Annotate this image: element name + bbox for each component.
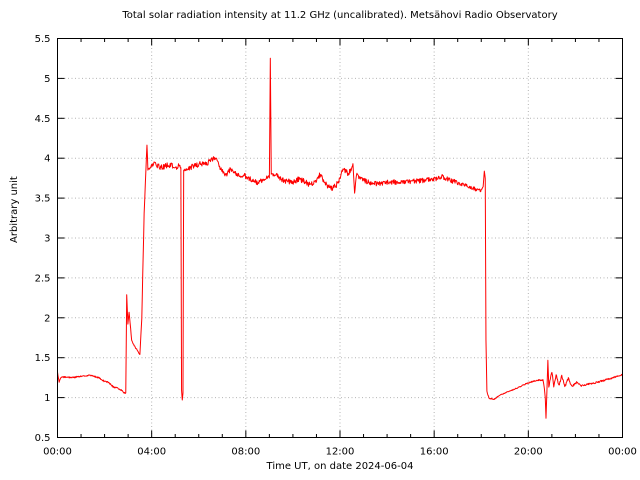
y-tick-label: 4.5 [35,114,51,125]
y-tick-label: 5.5 [35,34,51,45]
y-tick-label: 1 [44,393,50,404]
x-tick-label: 00:00 [608,447,637,458]
x-tick-label: 08:00 [231,447,260,458]
x-tick-label: 20:00 [514,447,543,458]
x-axis-title: Time UT, on date 2024-06-04 [266,461,414,472]
x-tick-label: 12:00 [326,447,355,458]
y-tick-label: 3 [44,234,50,245]
x-tick-label: 04:00 [137,447,166,458]
y-tick-label: 1.5 [35,353,51,364]
x-tick-label: 00:00 [43,447,72,458]
y-tick-label: 2 [44,313,50,324]
y-tick-label: 0.5 [35,433,51,444]
solar-flux-line [57,57,623,419]
y-tick-label: 4 [44,154,50,165]
x-tick-label: 16:00 [420,447,449,458]
y-tick-label: 2.5 [35,273,51,284]
chart-title: Total solar radiation intensity at 11.2 … [122,10,558,21]
y-tick-label: 3.5 [35,194,51,205]
y-tick-label: 5 [44,74,50,85]
